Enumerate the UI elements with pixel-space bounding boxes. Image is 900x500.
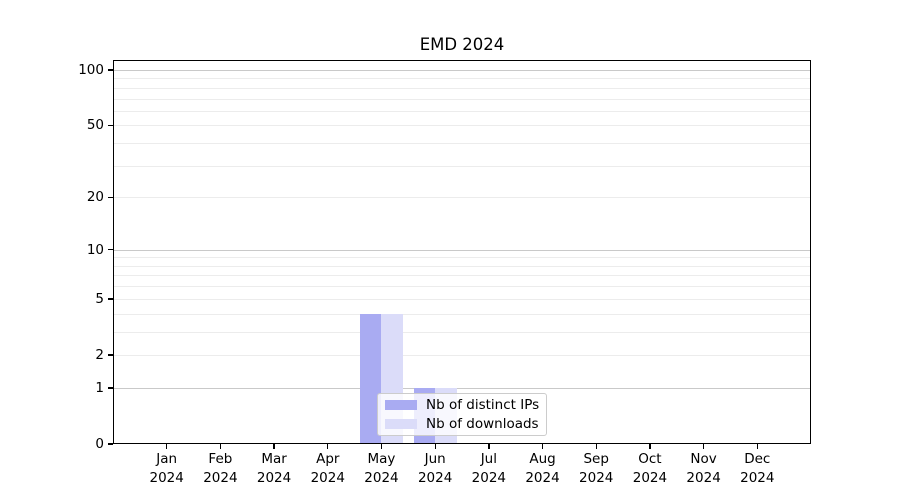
legend: Nb of distinct IPs Nb of downloads (377, 393, 547, 436)
legend-label-downloads: Nb of downloads (426, 415, 539, 432)
x-axis-tick (756, 444, 758, 449)
major-gridline (113, 70, 811, 72)
x-tick-label: Dec 2024 (740, 451, 775, 486)
minor-gridline (113, 275, 811, 277)
minor-gridline (113, 313, 811, 315)
x-tick-label: Nov 2024 (686, 451, 721, 486)
x-tick-label: Jul 2024 (471, 451, 507, 486)
axes-spines (113, 60, 811, 444)
x-axis-tick (380, 444, 383, 449)
y-axis-tick (108, 443, 113, 445)
x-tick-label: Oct 2024 (632, 451, 668, 486)
y-axis-tick (108, 249, 113, 251)
x-axis-tick (541, 444, 544, 449)
legend-swatch-downloads (385, 419, 417, 429)
x-axis-tick (649, 444, 651, 449)
x-axis-tick (327, 444, 329, 449)
minor-gridline (113, 298, 811, 300)
minor-gridline (113, 165, 811, 167)
major-gridline (113, 387, 811, 389)
major-gridline (113, 249, 811, 251)
x-axis-tick (703, 444, 705, 449)
minor-gridline (113, 143, 811, 145)
minor-gridline (113, 125, 811, 127)
x-tick-label: Sep 2024 (579, 451, 614, 486)
x-axis-tick (219, 444, 222, 449)
x-tick-label: Jun 2024 (417, 451, 453, 486)
x-axis-tick (488, 444, 490, 449)
x-tick-label: May 2024 (364, 451, 399, 486)
y-tick-label: 1 (95, 379, 104, 396)
y-axis-tick (108, 196, 113, 198)
bar-may-s0 (359, 313, 382, 444)
minor-gridline (113, 265, 811, 267)
minor-gridline (113, 257, 811, 259)
minor-gridline (113, 197, 811, 199)
minor-gridline (113, 98, 811, 100)
x-axis-tick (166, 444, 168, 449)
x-tick-label: Jan 2024 (149, 451, 184, 486)
minor-gridline (113, 331, 811, 333)
x-axis-tick (595, 444, 597, 449)
x-axis-tick (273, 444, 275, 449)
minor-gridline (113, 87, 811, 89)
legend-label-distinct-ips: Nb of distinct IPs (426, 396, 540, 413)
x-tick-label: Apr 2024 (310, 451, 345, 486)
y-tick-label: 50 (86, 117, 104, 134)
y-tick-label: 100 (78, 62, 104, 79)
legend-entry-downloads: Nb of downloads (385, 416, 539, 433)
y-tick-label: 0 (95, 436, 104, 452)
y-axis-tick (108, 69, 113, 71)
minor-gridline (113, 110, 811, 112)
legend-swatch-distinct-ips (385, 400, 417, 410)
y-axis-tick (108, 298, 113, 300)
x-tick-label: Aug 2024 (525, 451, 560, 486)
minor-gridline (113, 354, 811, 356)
minor-gridline (113, 286, 811, 288)
x-axis-tick (434, 444, 436, 449)
y-tick-label: 20 (86, 189, 104, 206)
legend-entry-distinct-ips: Nb of distinct IPs (385, 397, 539, 414)
y-axis-tick (108, 124, 113, 127)
chart-title: EMD 2024 (419, 35, 505, 54)
plot-area (113, 60, 811, 444)
y-tick-label: 2 (95, 346, 104, 363)
x-tick-label: Mar 2024 (256, 451, 292, 486)
x-tick-label: Feb 2024 (203, 451, 238, 486)
minor-gridline (113, 78, 811, 80)
y-tick-label: 10 (86, 241, 104, 258)
y-tick-label: 5 (95, 290, 104, 307)
y-axis-tick (108, 354, 113, 356)
y-axis-tick (108, 387, 113, 389)
